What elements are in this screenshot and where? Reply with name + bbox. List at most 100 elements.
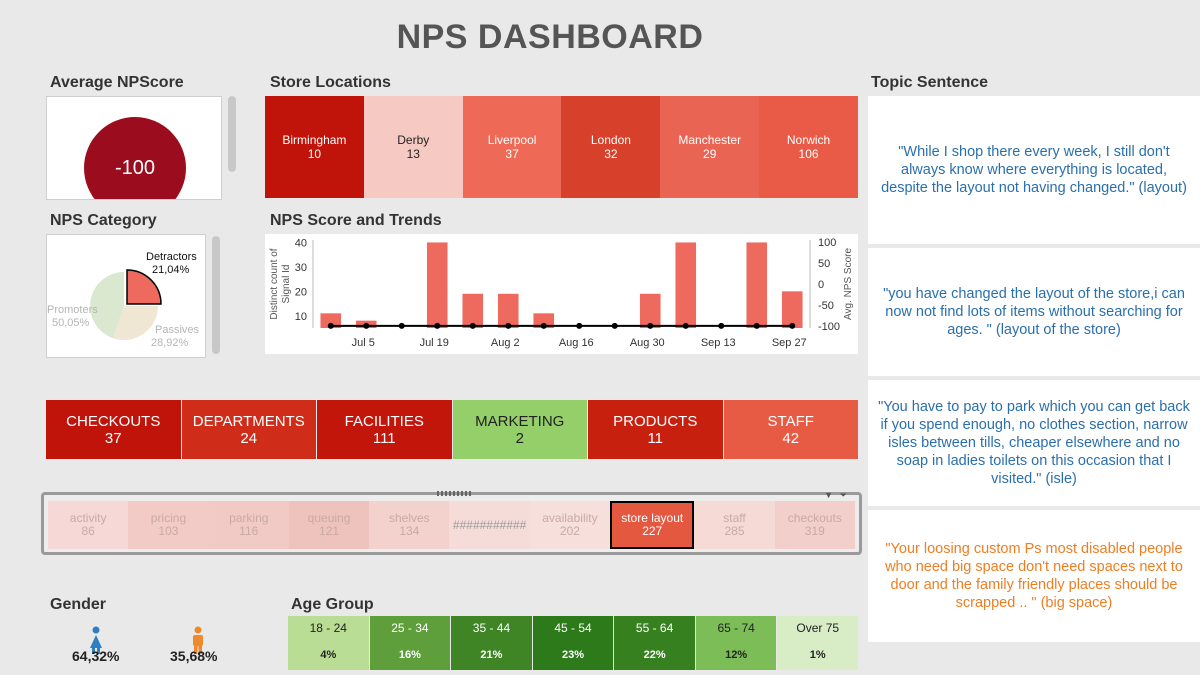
age-group-cell[interactable]: 55 - 64 22% — [614, 616, 695, 670]
keyword-name: availability — [542, 511, 598, 525]
trend-bar[interactable] — [533, 313, 555, 328]
topic-count: 37 — [104, 429, 122, 447]
nps-score-point[interactable] — [505, 322, 512, 329]
trend-title: NPS Score and Trends — [270, 212, 442, 229]
keyword-tile[interactable]: pricing 103 — [128, 501, 209, 549]
keyword-tile[interactable]: parking 116 — [208, 501, 289, 549]
topic-name: FACILITIES — [344, 412, 424, 430]
topic-tile[interactable]: DEPARTMENTS 24 — [181, 400, 316, 459]
age-group-cell[interactable]: 18 - 24 4% — [288, 616, 369, 670]
nps-score-point[interactable] — [647, 322, 654, 329]
store-count: 32 — [604, 147, 618, 161]
keyword-tile[interactable]: queuing 121 — [288, 501, 370, 549]
nps-score-point[interactable] — [611, 322, 618, 329]
keyword-tile[interactable]: staff 285 — [694, 501, 775, 549]
trend-bar[interactable] — [462, 293, 484, 328]
keyword-tile[interactable]: availability 202 — [529, 501, 611, 549]
keyword-tile[interactable]: store layout 227 — [610, 501, 695, 549]
topic-count: 42 — [782, 429, 800, 447]
y-right-tick-label: 50 — [818, 258, 830, 270]
store-locations-title: Store Locations — [270, 74, 391, 91]
topic-tile[interactable]: MARKETING 2 — [452, 400, 587, 459]
age-group-percentage: 1% — [809, 649, 826, 661]
pie-slice-promoters[interactable] — [90, 272, 124, 339]
topic-name: CHECKOUTS — [66, 412, 161, 430]
x-tick-label: Aug 30 — [630, 337, 665, 349]
keyword-tile[interactable]: shelves 134 — [369, 501, 450, 549]
topic-sentence: "Your loosing custom Ps most disabled pe… — [868, 510, 1200, 642]
store-tile[interactable]: London 32 — [561, 96, 661, 198]
age-group-cell[interactable]: 45 - 54 23% — [532, 616, 614, 670]
keyword-name: ########### — [452, 517, 527, 532]
x-tick-label: Jul 5 — [352, 337, 375, 349]
nps-category-panel: Detractors 21,04% Promoters 50,05% Passi… — [46, 234, 206, 358]
x-tick-label: Sep 13 — [701, 337, 736, 349]
trend-bar[interactable] — [746, 242, 768, 328]
keyword-list: activity 86 pricing 103 parking 116 queuing 121… — [48, 501, 855, 549]
store-tile[interactable]: Liverpool 37 — [462, 96, 562, 198]
trend-bar[interactable] — [781, 291, 803, 328]
age-group-cell[interactable]: Over 75 1% — [777, 616, 859, 670]
keyword-name: staff — [723, 511, 746, 525]
keyword-tile[interactable]: checkouts 319 — [774, 501, 855, 549]
keyword-name: checkouts — [787, 511, 842, 525]
x-tick-label: Aug 16 — [559, 337, 594, 349]
nps-score-point[interactable] — [718, 322, 725, 329]
trend-bar[interactable] — [320, 313, 342, 328]
nps-score-point[interactable] — [327, 322, 334, 329]
keyword-count: 134 — [399, 524, 420, 538]
age-group-percentage: 16% — [398, 649, 421, 661]
store-count: 29 — [703, 147, 717, 161]
nps-category-scrollbar[interactable] — [212, 236, 220, 354]
store-tile[interactable]: Birmingham 10 — [265, 96, 364, 198]
trend-bar[interactable] — [426, 242, 448, 328]
age-group-cell[interactable]: 35 - 44 21% — [451, 616, 532, 670]
avg-nps-scrollbar[interactable] — [228, 96, 236, 172]
keyword-tile[interactable]: activity 86 — [48, 501, 129, 549]
topic-bar: CHECKOUTS 37 DEPARTMENTS 24 FACILITIES 111 MAR… — [46, 400, 858, 459]
nps-score-point[interactable] — [363, 322, 370, 329]
age-group-name: 25 - 34 — [391, 621, 429, 635]
nps-score-point[interactable] — [469, 322, 476, 329]
passives-label: Passives 28,92% — [151, 324, 200, 349]
trend-bar[interactable] — [497, 293, 519, 328]
x-tick-label: Sep 27 — [772, 337, 807, 349]
nps-score-point[interactable] — [789, 322, 796, 329]
keyword-filter-panel: ▼ ⏷ activity 86 pricing 103 parking 116 queuin… — [41, 490, 862, 555]
nps-score-point[interactable] — [682, 322, 689, 329]
nps-score-point[interactable] — [434, 322, 441, 329]
keyword-tile[interactable]: ########### — [449, 501, 530, 549]
topic-tile[interactable]: PRODUCTS 11 — [588, 400, 723, 459]
promoters-label: Promoters 50,05% — [47, 304, 98, 329]
age-group-percentage: 22% — [643, 649, 666, 661]
topic-tile[interactable]: STAFF 42 — [723, 400, 858, 459]
nps-score-point[interactable] — [753, 322, 760, 329]
y-right-tick-label: -100 — [818, 321, 840, 333]
store-tile[interactable]: Derby 13 — [363, 96, 463, 198]
age-group-cell[interactable]: 25 - 34 16% — [369, 616, 451, 670]
trend-bar[interactable] — [639, 293, 661, 328]
topic-tile[interactable]: FACILITIES 111 — [317, 400, 452, 459]
nps-score-point[interactable] — [540, 322, 547, 329]
age-group-name: 55 - 64 — [635, 621, 674, 635]
store-tile[interactable]: Norwich 106 — [759, 96, 858, 198]
trend-bar[interactable] — [675, 242, 697, 328]
filter-icon[interactable]: ⏷ — [839, 490, 847, 500]
topic-tile[interactable]: CHECKOUTS 37 — [46, 400, 181, 459]
age-group-table: 18 - 24 4% 25 - 34 16% 35 - 44 21% 45 - 54 23% 5… — [288, 616, 859, 670]
age-group-cell[interactable]: 65 - 74 12% — [695, 616, 777, 670]
keyword-name: activity — [69, 511, 107, 525]
avg-nps-circle[interactable]: -100 — [84, 117, 186, 199]
dropdown-arrow-icon[interactable]: ▼ — [824, 490, 833, 500]
male-icon — [193, 626, 203, 654]
pie-slice-passives[interactable] — [113, 306, 158, 340]
nps-score-point[interactable] — [398, 322, 405, 329]
age-group-name: 35 - 44 — [472, 621, 511, 635]
topic-count: 24 — [240, 429, 258, 447]
nps-score-point[interactable] — [576, 322, 583, 329]
store-tile[interactable]: Manchester 29 — [660, 96, 760, 198]
pie-slice-detractors[interactable] — [126, 269, 162, 305]
drag-handle[interactable] — [437, 491, 471, 496]
y-tick-label: 10 — [295, 311, 307, 323]
age-group-percentage: 12% — [725, 649, 748, 661]
